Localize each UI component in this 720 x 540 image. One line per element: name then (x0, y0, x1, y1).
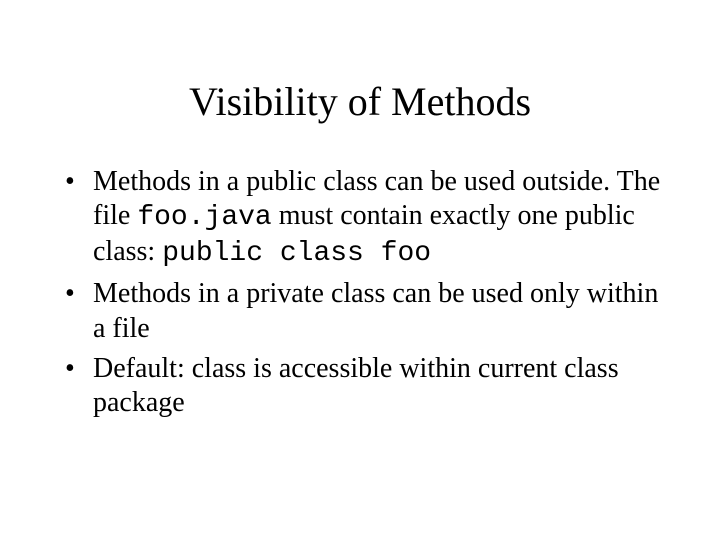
code-text: foo.java (137, 202, 271, 233)
bullet-text: Methods in a private class can be used o… (93, 278, 658, 343)
slide: Visibility of Methods Methods in a publi… (0, 0, 720, 540)
slide-title: Visibility of Methods (55, 78, 665, 125)
list-item: Methods in a public class can be used ou… (65, 165, 665, 271)
bullet-text: Default: class is accessible within curr… (93, 353, 619, 418)
bullet-list: Methods in a public class can be used ou… (55, 165, 665, 420)
list-item: Methods in a private class can be used o… (65, 277, 665, 345)
code-text: public class foo (162, 238, 431, 269)
list-item: Default: class is accessible within curr… (65, 352, 665, 420)
